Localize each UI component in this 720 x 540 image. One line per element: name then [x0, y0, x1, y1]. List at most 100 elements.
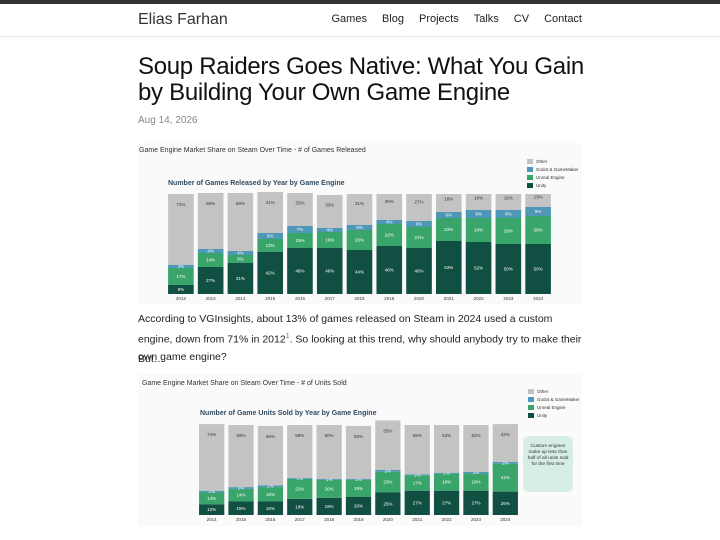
chart-legend: Other Godot & GameMaker Unreal Engine Un… — [528, 387, 580, 419]
bar-segment-unity-2018 — [316, 497, 342, 515]
nav-contact[interactable]: Contact — [544, 13, 582, 25]
data-label: 27% — [415, 199, 424, 204]
bar-segment-unreal-engine-2014 — [199, 492, 225, 505]
data-label: 8% — [237, 257, 244, 262]
games-released-chart: Game Engine Market Share on Steam Over T… — [138, 143, 582, 304]
chart-plot: 12% 13% 2% 74% 2014 15% 14% 2% 69% 2015 15% 16% 2% 66… — [199, 420, 518, 522]
data-label: 55% — [413, 433, 422, 438]
data-label: 22% — [385, 233, 394, 238]
data-label: 26% — [385, 199, 394, 204]
bar-segment-godot-gamemaker-2016 — [257, 485, 284, 488]
data-label: 27% — [442, 500, 451, 505]
chart-plot: 9%17%3%71%201227%14%4%56%201331%8%4%58%2… — [168, 192, 551, 301]
bar-segment-godot-gamemaker-2020 — [406, 221, 432, 227]
legend-label: Other — [536, 158, 548, 164]
bar-segment-godot-gamemaker-2020 — [375, 470, 401, 472]
data-label: 55% — [383, 429, 392, 434]
data-label: 42% — [501, 432, 510, 437]
bar-segment-unity-2017 — [287, 498, 313, 515]
legend-label: Unity — [536, 182, 547, 188]
data-label: 18% — [295, 504, 304, 509]
bar-segment-other-2022 — [433, 425, 460, 473]
bar-segment-unreal-engine-2024 — [525, 216, 551, 244]
bar-segment-unity-2016 — [257, 501, 284, 515]
bar-segment-other-2017 — [287, 425, 313, 479]
data-label: 26% — [501, 501, 510, 506]
data-label: 13% — [207, 496, 216, 501]
legend-item-godot: Godot & GameMaker — [528, 395, 580, 403]
legend-item-unity: Unity — [527, 181, 579, 189]
data-label: 33% — [295, 201, 304, 206]
data-label: 9% — [535, 209, 542, 214]
data-label: 31% — [355, 201, 364, 206]
bar-segment-godot-gamemaker-2018 — [346, 225, 373, 230]
legend-label: Godot & GameMaker — [536, 166, 579, 172]
x-tick-label: 2018 — [354, 296, 365, 301]
bar-segment-unity-2020 — [375, 492, 401, 515]
footnote-link[interactable]: 1 — [285, 333, 290, 340]
bar-segment-unity-2013 — [197, 267, 224, 294]
bar-segment-unreal-engine-2021 — [404, 475, 430, 491]
bar-segment-unreal-engine-2013 — [197, 253, 224, 267]
nav-cv[interactable]: CV — [513, 13, 530, 25]
nav-talks[interactable]: Talks — [473, 13, 499, 25]
data-label: 20% — [325, 486, 334, 491]
data-label: 7% — [297, 227, 304, 232]
legend-swatch — [528, 388, 534, 394]
data-label: 3% — [178, 264, 185, 269]
bar-segment-other-2014 — [227, 193, 254, 251]
x-tick-label: 2024 — [533, 296, 544, 301]
data-label: 13% — [534, 195, 543, 200]
data-label: 8% — [475, 212, 482, 217]
nav-blog[interactable]: Blog — [381, 13, 404, 25]
x-tick-label: 2022 — [474, 296, 485, 301]
nav-projects[interactable]: Projects — [418, 13, 459, 25]
bar-segment-godot-gamemaker-2014 — [199, 490, 225, 493]
data-label: 8% — [505, 212, 512, 217]
bar-segment-other-2019 — [345, 425, 372, 479]
bar-segment-unreal-engine-2018 — [346, 230, 373, 250]
legend-item-other: Other — [528, 387, 580, 395]
data-label: 19% — [442, 480, 451, 485]
data-label: 16% — [266, 492, 275, 497]
data-label: 4% — [207, 249, 214, 254]
x-tick-label: 2020 — [414, 296, 425, 301]
site-title-link[interactable]: Elias Farhan — [138, 11, 228, 28]
data-label: 52% — [471, 433, 480, 438]
nav-games[interactable]: Games — [331, 13, 367, 25]
bar-segment-godot-gamemaker-2023 — [463, 471, 489, 474]
bar-segment-unreal-engine-2022 — [465, 218, 492, 242]
data-label: 59% — [354, 434, 363, 439]
bar-segment-unity-2022 — [433, 490, 460, 515]
bar-segment-godot-gamemaker-2018 — [316, 479, 342, 480]
paragraph-text: . So looking at this trend, why should a… — [138, 333, 582, 363]
data-label: 5% — [356, 225, 363, 230]
data-label: 46% — [415, 269, 424, 274]
data-label: 2% — [473, 470, 480, 475]
bar-segment-unreal-engine-2012 — [168, 268, 194, 285]
bar-segment-godot-gamemaker-2021 — [436, 212, 462, 218]
data-label: 71% — [176, 202, 185, 207]
bar-segment-godot-gamemaker-2012 — [168, 265, 194, 268]
chart-title: Game Engine Market Share on Steam Over T… — [142, 380, 347, 387]
bar-segment-other-2019 — [376, 194, 403, 220]
bar-segment-unity-2023 — [495, 244, 522, 294]
bar-segment-godot-gamemaker-2019 — [345, 479, 372, 480]
bar-segment-unity-2017 — [316, 248, 343, 294]
bar-segment-godot-gamemaker-2017 — [287, 478, 313, 479]
bar-segment-other-2020 — [375, 420, 401, 470]
chart-subtitle: Number of Game Units Sold by Year by Gam… — [200, 410, 377, 417]
x-tick-label: 2014 — [235, 296, 246, 301]
bar-segment-other-2018 — [316, 425, 342, 479]
data-label: 22% — [295, 486, 304, 491]
x-tick-label: 2022 — [442, 517, 453, 522]
data-label: 4% — [237, 251, 244, 256]
data-label: 2% — [502, 460, 509, 465]
bar-segment-other-2023 — [463, 425, 489, 472]
bar-segment-godot-gamemaker-2015 — [228, 487, 254, 489]
bar-segment-unreal-engine-2023 — [495, 218, 522, 244]
x-tick-label: 2015 — [265, 296, 276, 301]
data-label: 16% — [504, 196, 513, 201]
legend-item-unity: Unity — [528, 411, 580, 419]
bar-segment-other-2024 — [492, 424, 518, 462]
